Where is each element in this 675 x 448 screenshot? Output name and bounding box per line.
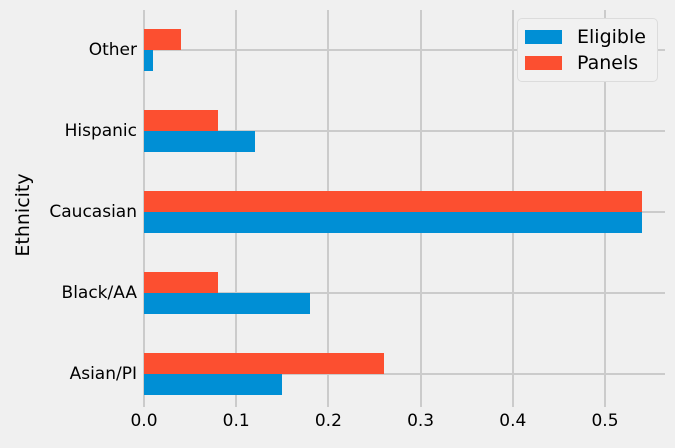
legend-swatch-eligible-icon [525, 30, 562, 44]
x-tick-label: 0.5 [591, 411, 619, 431]
x-tick-label: 0.2 [314, 411, 342, 431]
x-tick-label: 0.4 [499, 411, 527, 431]
legend-label-eligible: Eligible [577, 26, 646, 48]
legend: Eligible Panels [517, 18, 658, 82]
y-tick-label-caucasian: Caucasian [49, 202, 137, 222]
bar-panels-other [144, 29, 181, 50]
x-tick-label: 0.1 [222, 411, 250, 431]
legend-swatch-panels-icon [525, 56, 562, 70]
bar-eligible-caucasian [144, 212, 642, 233]
bar-panels-asian-pi [144, 353, 384, 374]
y-gridline [144, 292, 665, 294]
bar-eligible-asian-pi [144, 374, 282, 395]
legend-label-panels: Panels [577, 52, 639, 74]
y-tick-label-other: Other [88, 40, 137, 60]
y-tick-label-asian-pi: Asian/PI [69, 364, 137, 384]
y-tick-label-black-aa: Black/AA [61, 283, 137, 303]
y-axis-label: Ethnicity [12, 173, 34, 257]
bar-eligible-hispanic [144, 131, 255, 152]
bar-panels-hispanic [144, 110, 218, 131]
bar-panels-caucasian [144, 191, 642, 212]
y-gridline [144, 49, 665, 51]
x-tick-label: 0.0 [130, 411, 158, 431]
y-tick-label-hispanic: Hispanic [64, 121, 137, 141]
y-gridline [144, 130, 665, 132]
legend-item-eligible: Eligible [518, 26, 657, 48]
bar-eligible-black-aa [144, 293, 310, 314]
bar-eligible-other [144, 50, 153, 71]
legend-item-panels: Panels [518, 52, 657, 74]
x-tick-label: 0.3 [407, 411, 435, 431]
y-gridline [144, 373, 665, 375]
bar-panels-black-aa [144, 272, 218, 293]
